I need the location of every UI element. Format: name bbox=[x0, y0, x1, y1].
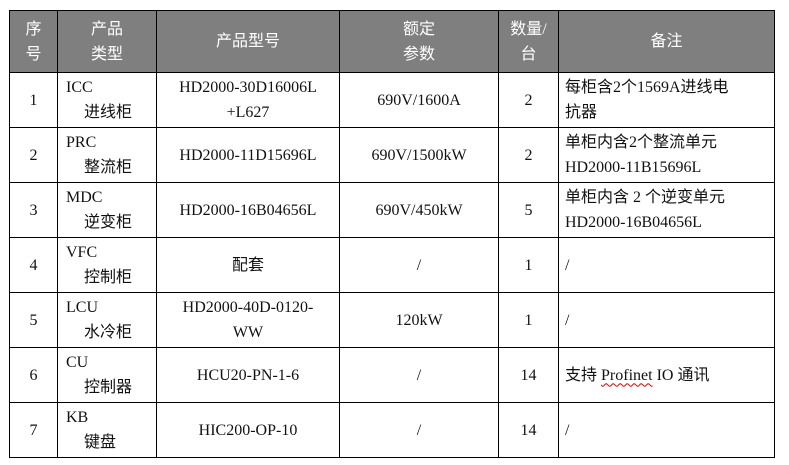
type-code: KB bbox=[66, 409, 89, 426]
model-line: HCU20-PN-1-6 bbox=[196, 366, 300, 384]
type-name: 进线柜 bbox=[84, 104, 133, 121]
cell-seq: 7 bbox=[9, 402, 58, 458]
type-code: MDC bbox=[66, 189, 103, 206]
cell-qty: 2 bbox=[498, 127, 559, 183]
cell-qty: 1 bbox=[498, 237, 559, 293]
cell-note: / bbox=[558, 237, 775, 293]
cell-model: HD2000-16B04656L bbox=[156, 182, 340, 238]
cell-type: MDC 逆变柜 bbox=[57, 182, 157, 238]
cell-seq: 3 bbox=[9, 182, 58, 238]
type-name: 控制器 bbox=[84, 379, 133, 396]
header-note: 备注 bbox=[558, 10, 775, 73]
table-row: 3 MDC 逆变柜 HD2000-16B04656L 690V/450kW 5 单… bbox=[9, 182, 775, 238]
header-seq: 序号 bbox=[9, 10, 58, 73]
cell-note: / bbox=[558, 402, 775, 458]
cell-note: 支持 Profinet IO 通讯 bbox=[558, 347, 775, 403]
type-code: CU bbox=[66, 354, 89, 371]
model-line: HIC200-OP-10 bbox=[198, 421, 298, 439]
cell-rating: / bbox=[339, 402, 499, 458]
cell-qty: 14 bbox=[498, 402, 559, 458]
cell-qty: 2 bbox=[498, 72, 559, 128]
cell-rating: 690V/1500kW bbox=[339, 127, 499, 183]
table-row: 6 CU 控制器 HCU20-PN-1-6 / 14 支持 Profinet IO… bbox=[9, 347, 775, 403]
type-name: 逆变柜 bbox=[84, 214, 133, 231]
type-name: 键盘 bbox=[84, 434, 117, 451]
type-code: VFC bbox=[66, 244, 98, 261]
model-line: HD2000-30D16006L bbox=[179, 79, 317, 96]
cell-model: HCU20-PN-1-6 bbox=[156, 347, 340, 403]
note-line: HD2000-11B15696L bbox=[565, 159, 702, 176]
model-line: HD2000-11D15696L bbox=[179, 146, 317, 164]
cell-type: LCU 水冷柜 bbox=[57, 292, 157, 348]
model-line: +L627 bbox=[226, 104, 270, 121]
note-line: / bbox=[565, 311, 570, 329]
table-row: 2 PRC 整流柜 HD2000-11D15696L 690V/1500kW 2 … bbox=[9, 127, 775, 183]
note-line: 每柜含2个1569A进线电 bbox=[565, 79, 729, 96]
cell-note: 单柜内含2个整流单元 HD2000-11B15696L bbox=[558, 127, 775, 183]
header-rating: 额定 参数 bbox=[339, 10, 499, 73]
cell-rating: 690V/450kW bbox=[339, 182, 499, 238]
type-code: PRC bbox=[66, 134, 97, 151]
note-line: 单柜内含 2 个逆变单元 bbox=[565, 189, 726, 206]
cell-seq: 5 bbox=[9, 292, 58, 348]
cell-rating: / bbox=[339, 347, 499, 403]
header-type: 产品 类型 bbox=[57, 10, 157, 73]
note-line: HD2000-16B04656L bbox=[565, 214, 702, 231]
cell-seq: 2 bbox=[9, 127, 58, 183]
note-line: / bbox=[565, 256, 570, 274]
model-line: WW bbox=[232, 324, 264, 341]
table-row: 7 KB 键盘 HIC200-OP-10 / 14 / bbox=[9, 402, 775, 458]
cell-type: VFC 控制柜 bbox=[57, 237, 157, 293]
cell-type: PRC 整流柜 bbox=[57, 127, 157, 183]
cell-rating: / bbox=[339, 237, 499, 293]
header-qty: 数量/台 bbox=[498, 10, 559, 73]
cell-rating: 120kW bbox=[339, 292, 499, 348]
model-line: 配套 bbox=[231, 256, 264, 274]
product-table: 序号 产品 类型 产品型号 额定 参数 数量/台 备注 1 ICC 进线柜 HD200… bbox=[9, 10, 775, 458]
cell-model: 配套 bbox=[156, 237, 340, 293]
cell-qty: 14 bbox=[498, 347, 559, 403]
cell-type: CU 控制器 bbox=[57, 347, 157, 403]
table-row: 4 VFC 控制柜 配套 / 1 / bbox=[9, 237, 775, 293]
cell-qty: 1 bbox=[498, 292, 559, 348]
note-line: / bbox=[565, 421, 570, 439]
note-text-spellcheck: Profinet bbox=[601, 366, 653, 384]
cell-type: ICC 进线柜 bbox=[57, 72, 157, 128]
cell-seq: 1 bbox=[9, 72, 58, 128]
header-model: 产品型号 bbox=[156, 10, 340, 73]
cell-seq: 4 bbox=[9, 237, 58, 293]
type-name: 整流柜 bbox=[84, 159, 133, 176]
cell-model: HIC200-OP-10 bbox=[156, 402, 340, 458]
type-name: 控制柜 bbox=[84, 269, 133, 286]
cell-rating: 690V/1600A bbox=[339, 72, 499, 128]
type-code: ICC bbox=[66, 79, 93, 96]
model-line: HD2000-40D-0120- bbox=[182, 299, 314, 316]
type-name: 水冷柜 bbox=[84, 324, 133, 341]
note-text: IO 通讯 bbox=[652, 366, 710, 384]
model-line: HD2000-16B04656L bbox=[179, 201, 317, 219]
header-row: 序号 产品 类型 产品型号 额定 参数 数量/台 备注 bbox=[9, 10, 775, 73]
cell-type: KB 键盘 bbox=[57, 402, 157, 458]
cell-model: HD2000-11D15696L bbox=[156, 127, 340, 183]
note-line: 抗器 bbox=[565, 104, 598, 121]
cell-model: HD2000-40D-0120- WW bbox=[156, 292, 340, 348]
cell-note: 每柜含2个1569A进线电 抗器 bbox=[558, 72, 775, 128]
type-code: LCU bbox=[66, 299, 98, 316]
cell-note: / bbox=[558, 292, 775, 348]
table-row: 1 ICC 进线柜 HD2000-30D16006L +L627 690V/1600… bbox=[9, 72, 775, 128]
table-row: 5 LCU 水冷柜 HD2000-40D-0120- WW 120kW 1 / bbox=[9, 292, 775, 348]
cell-qty: 5 bbox=[498, 182, 559, 238]
cell-note: 单柜内含 2 个逆变单元 HD2000-16B04656L bbox=[558, 182, 775, 238]
cell-model: HD2000-30D16006L +L627 bbox=[156, 72, 340, 128]
note-line: 单柜内含2个整流单元 bbox=[565, 134, 718, 151]
note-text: 支持 bbox=[565, 366, 602, 384]
cell-seq: 6 bbox=[9, 347, 58, 403]
